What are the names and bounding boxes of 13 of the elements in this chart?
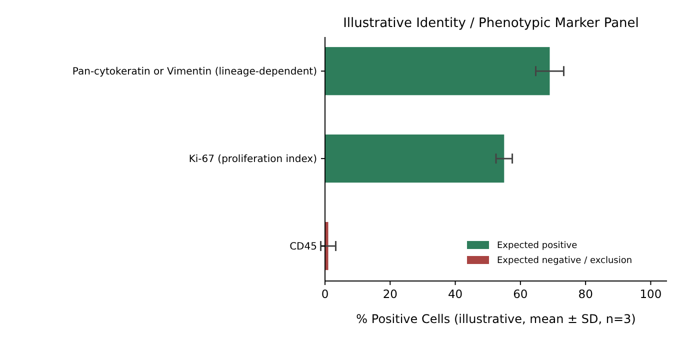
y-tick-label: Ki-67 (proliferation index) [188, 154, 318, 166]
x-tick-label: 100 [640, 287, 662, 301]
x-tick-label: 60 [513, 287, 528, 301]
x-axis-title: % Positive Cells (illustrative, mean ± SD, n=3) [356, 312, 636, 326]
legend-label: Expected positive [497, 241, 578, 252]
legend-label: Expected negative / exclusion [497, 256, 632, 266]
x-tick-label: 20 [382, 287, 398, 301]
y-tick-label: CD45 [290, 242, 317, 253]
y-tick-label: Pan-cytokeratin or Vimentin (lineage-dependent) [72, 66, 318, 78]
chart-title: Illustrative Identity / Phenotypic Marker Panel [343, 16, 639, 31]
x-tick-label: 40 [448, 287, 463, 301]
x-tick-label: 0 [321, 287, 329, 301]
x-tick-label: 80 [578, 287, 593, 301]
